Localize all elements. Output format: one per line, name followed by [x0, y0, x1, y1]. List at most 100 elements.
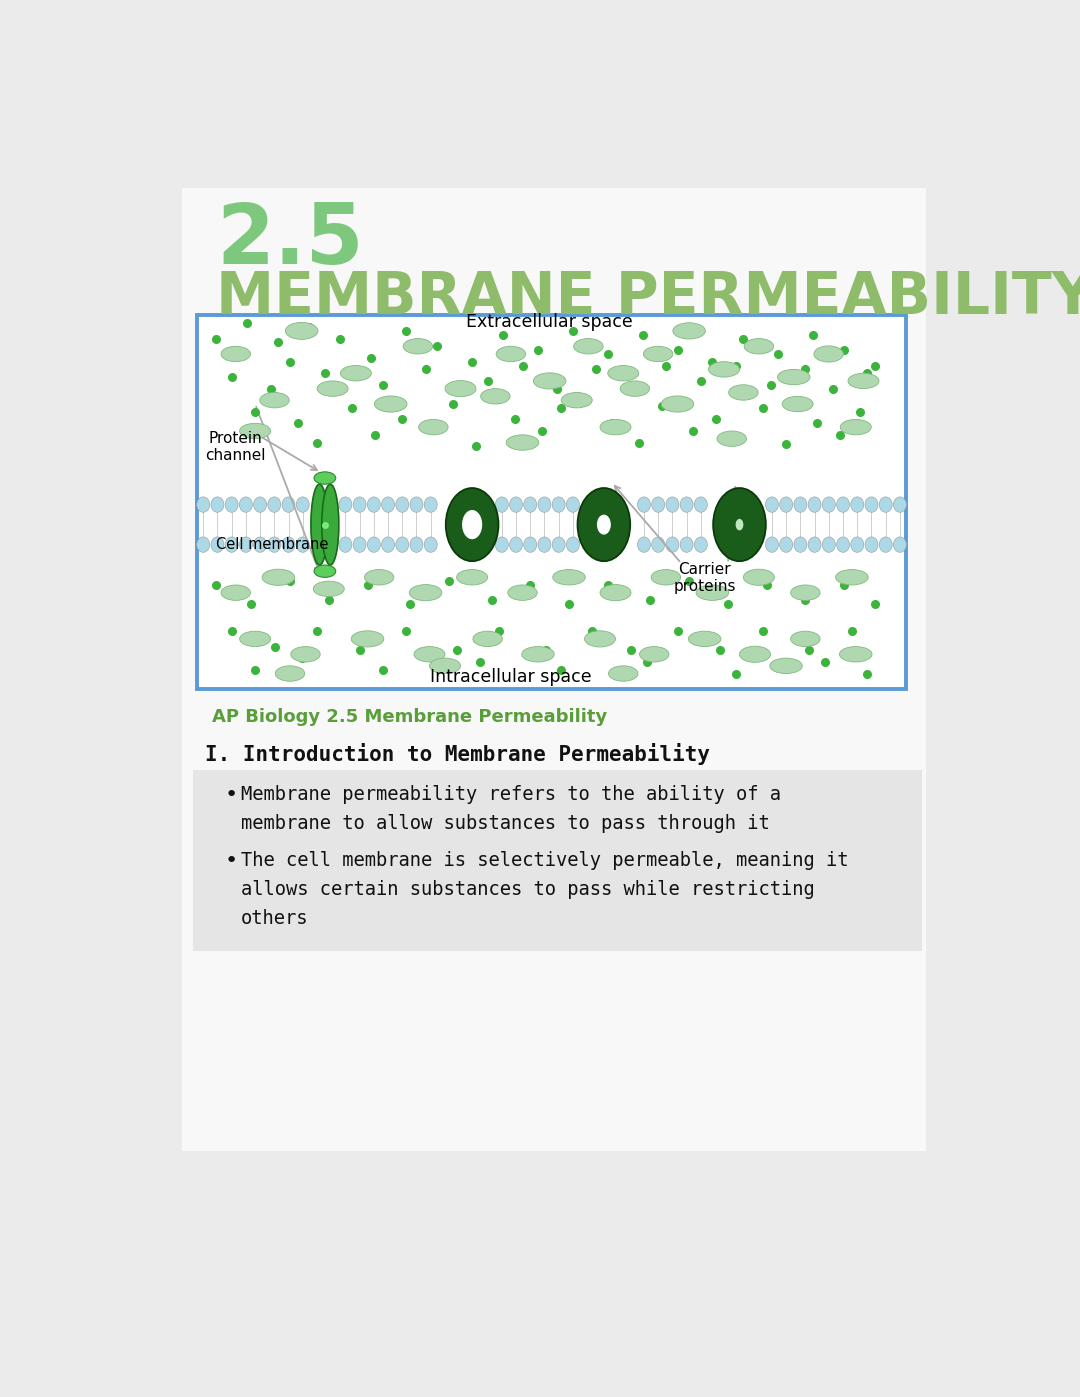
Ellipse shape [221, 585, 251, 601]
Ellipse shape [403, 338, 433, 353]
Ellipse shape [608, 666, 638, 682]
Ellipse shape [534, 373, 566, 388]
Ellipse shape [848, 373, 879, 388]
Ellipse shape [851, 536, 864, 552]
Ellipse shape [620, 381, 649, 397]
Ellipse shape [318, 381, 348, 397]
Ellipse shape [839, 647, 872, 662]
Text: Protein
channel: Protein channel [205, 432, 266, 464]
Ellipse shape [578, 488, 631, 562]
Text: Extracellular space: Extracellular space [467, 313, 633, 331]
Ellipse shape [381, 536, 394, 552]
Ellipse shape [637, 536, 650, 552]
Ellipse shape [600, 584, 631, 601]
Ellipse shape [694, 536, 707, 552]
Text: •: • [225, 851, 238, 870]
Text: membrane to allow substances to pass through it: membrane to allow substances to pass thr… [241, 814, 770, 834]
Ellipse shape [282, 536, 295, 552]
Ellipse shape [791, 631, 820, 647]
Ellipse shape [538, 497, 551, 513]
Ellipse shape [688, 631, 721, 647]
Ellipse shape [254, 497, 267, 513]
Ellipse shape [285, 323, 318, 339]
Ellipse shape [296, 536, 309, 552]
Ellipse shape [794, 497, 807, 513]
Text: •: • [225, 785, 238, 805]
Text: Intracellular space: Intracellular space [430, 668, 592, 686]
Ellipse shape [395, 536, 408, 552]
Ellipse shape [644, 346, 673, 362]
Ellipse shape [419, 419, 448, 434]
Ellipse shape [780, 536, 793, 552]
Ellipse shape [221, 346, 251, 362]
FancyBboxPatch shape [181, 189, 926, 1151]
Ellipse shape [414, 647, 445, 662]
Ellipse shape [837, 497, 850, 513]
Text: allows certain substances to pass while restricting: allows certain substances to pass while … [241, 880, 815, 898]
Ellipse shape [808, 536, 821, 552]
Ellipse shape [651, 536, 664, 552]
Text: Membrane permeability refers to the ability of a: Membrane permeability refers to the abil… [241, 785, 781, 805]
Ellipse shape [680, 497, 693, 513]
Ellipse shape [311, 485, 328, 564]
Ellipse shape [566, 536, 579, 552]
Ellipse shape [340, 366, 372, 381]
Ellipse shape [211, 497, 224, 513]
Ellipse shape [744, 338, 773, 353]
Ellipse shape [322, 485, 339, 564]
Ellipse shape [240, 497, 253, 513]
Ellipse shape [364, 570, 394, 585]
Ellipse shape [840, 419, 872, 434]
Ellipse shape [597, 514, 611, 535]
Ellipse shape [473, 631, 502, 647]
Ellipse shape [770, 658, 802, 673]
Ellipse shape [197, 536, 210, 552]
Ellipse shape [552, 536, 565, 552]
Ellipse shape [566, 497, 579, 513]
Ellipse shape [351, 631, 383, 647]
Ellipse shape [651, 497, 664, 513]
Ellipse shape [639, 647, 669, 662]
Ellipse shape [339, 536, 352, 552]
Ellipse shape [680, 536, 693, 552]
Ellipse shape [268, 497, 281, 513]
Text: Cell membrane: Cell membrane [216, 536, 328, 552]
Text: The cell membrane is selectively permeable, meaning it: The cell membrane is selectively permeab… [241, 851, 849, 869]
Ellipse shape [254, 536, 267, 552]
Ellipse shape [893, 497, 906, 513]
Ellipse shape [481, 388, 510, 404]
Ellipse shape [713, 488, 766, 562]
Ellipse shape [666, 536, 679, 552]
Ellipse shape [445, 380, 476, 397]
Ellipse shape [314, 472, 336, 485]
Ellipse shape [510, 497, 523, 513]
Ellipse shape [822, 497, 835, 513]
FancyBboxPatch shape [197, 316, 906, 689]
Ellipse shape [782, 397, 813, 412]
Ellipse shape [496, 536, 509, 552]
FancyBboxPatch shape [193, 770, 921, 951]
Ellipse shape [708, 362, 740, 377]
Ellipse shape [211, 536, 224, 552]
Ellipse shape [410, 536, 423, 552]
Ellipse shape [424, 536, 437, 552]
Ellipse shape [666, 497, 679, 513]
Ellipse shape [410, 497, 423, 513]
Ellipse shape [780, 497, 793, 513]
Text: others: others [241, 909, 309, 928]
Ellipse shape [778, 369, 810, 384]
Ellipse shape [424, 497, 437, 513]
Ellipse shape [524, 497, 537, 513]
Ellipse shape [353, 497, 366, 513]
Ellipse shape [865, 536, 878, 552]
Ellipse shape [717, 432, 746, 447]
Ellipse shape [879, 497, 892, 513]
Text: I. Introduction to Membrane Permeability: I. Introduction to Membrane Permeability [205, 743, 710, 764]
Ellipse shape [367, 536, 380, 552]
Ellipse shape [865, 497, 878, 513]
Ellipse shape [446, 488, 499, 562]
Ellipse shape [573, 338, 603, 353]
Text: 2.5: 2.5 [216, 200, 364, 281]
Ellipse shape [260, 393, 289, 408]
Ellipse shape [496, 497, 509, 513]
